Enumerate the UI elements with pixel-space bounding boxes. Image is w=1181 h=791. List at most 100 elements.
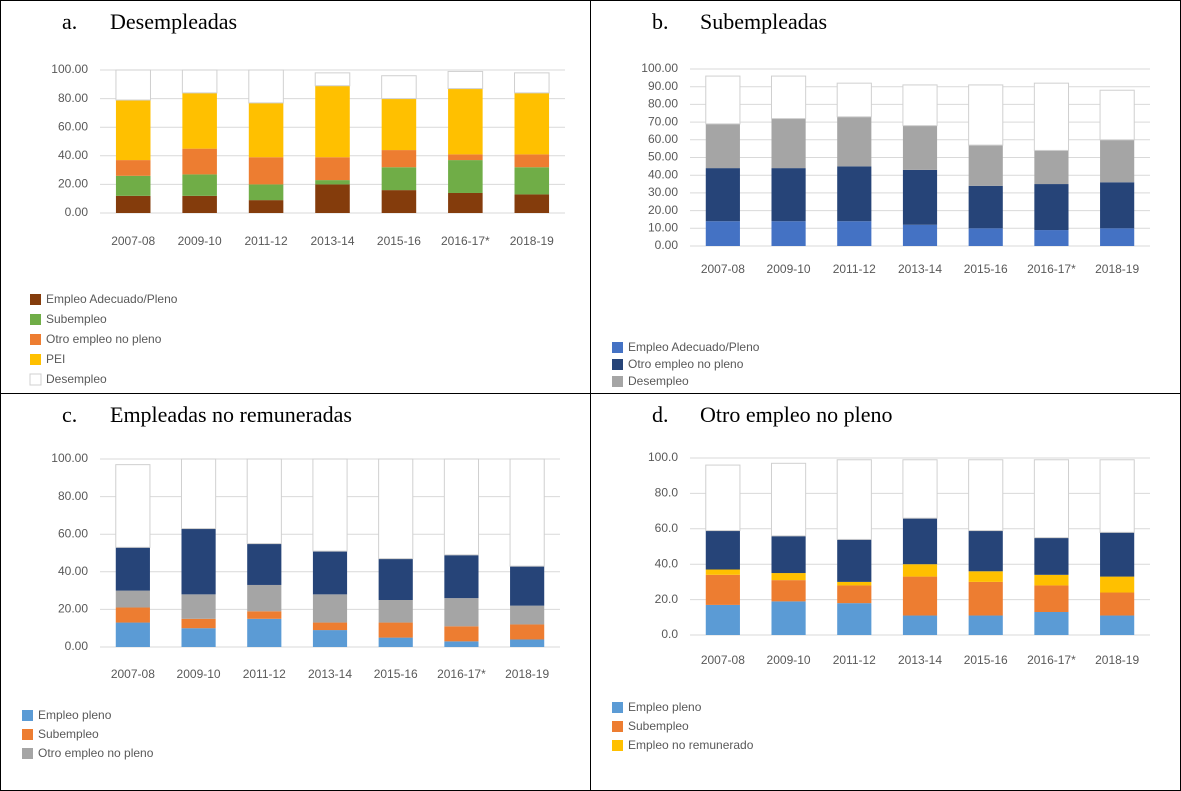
chart-panel: a. Desempleadas 0.00 20.00 40.00 60.00 80.00 10… <box>29 9 565 386</box>
bar-segment <box>902 576 938 616</box>
bar-segment <box>705 168 740 222</box>
bar-segment <box>1034 585 1069 612</box>
bar-segment <box>1034 230 1069 246</box>
bar-segment <box>447 70 484 90</box>
bar-segment <box>312 551 348 595</box>
y-tick-label: 0.00 <box>65 639 89 653</box>
legend-swatch <box>612 342 623 353</box>
y-tick-label: 100.00 <box>51 62 88 76</box>
x-tick-label: 2016-17* <box>1027 262 1076 276</box>
bar-segment <box>968 145 1003 186</box>
y-tick-label: 60.00 <box>58 119 88 133</box>
legend-swatch <box>22 748 33 759</box>
bar-segment <box>510 605 545 625</box>
bar-segment <box>444 641 479 647</box>
legend-swatch <box>30 334 41 345</box>
x-tick-label: 2007-08 <box>701 653 745 667</box>
legend-swatch <box>612 359 623 370</box>
legend-label: Subempleo <box>46 312 107 326</box>
bar-segment <box>968 84 1004 146</box>
x-tick-label: 2009-10 <box>177 667 221 681</box>
bar-segment <box>514 72 550 94</box>
bar-segment <box>378 558 413 600</box>
bar-segment <box>1033 459 1070 539</box>
bar-segment <box>837 603 872 635</box>
bar-segment <box>902 615 938 635</box>
bar-segment <box>247 618 282 647</box>
bar-segment <box>771 168 806 222</box>
x-tick-label: 2007-08 <box>111 234 155 248</box>
legend-swatch <box>30 294 41 305</box>
bar-segment <box>315 184 350 213</box>
legend-swatch <box>30 314 41 325</box>
bar-segment <box>448 154 483 161</box>
bar-segment <box>902 84 938 127</box>
bar-segment <box>443 458 480 556</box>
legend-label: Empleo pleno <box>38 708 112 722</box>
y-tick-label: 20.00 <box>58 177 88 191</box>
bar-segment <box>248 200 284 213</box>
legend-label: Empleo Adecuado/Pleno <box>46 292 178 306</box>
y-tick-label: 80.00 <box>58 489 88 503</box>
legend-label: Subempleo <box>38 727 99 741</box>
bar-segment <box>514 167 550 195</box>
bar-segment <box>115 160 151 176</box>
bar-segment <box>514 154 550 168</box>
legend-swatch <box>22 729 33 740</box>
chart-panel: c. Empleadas no remuneradas 0.00 20.00 40.00… <box>22 402 560 760</box>
panel-label: c. <box>62 402 77 427</box>
x-tick-label: 2015-16 <box>964 262 1008 276</box>
bar-segment <box>378 600 413 623</box>
legend-swatch <box>22 710 33 721</box>
bar-segment <box>902 224 938 246</box>
bar-segment <box>181 618 216 629</box>
y-tick-label: 90.00 <box>648 79 678 93</box>
bar-segment <box>444 554 479 599</box>
bar-segment <box>771 118 806 169</box>
bar-segment <box>182 92 217 149</box>
bar-segment <box>180 458 217 530</box>
bar-segment <box>247 611 282 619</box>
legend-label: PEI <box>46 352 65 366</box>
bar-segment <box>1100 532 1135 577</box>
bar-segment <box>1034 611 1069 635</box>
bar-segment <box>705 574 740 605</box>
bar-segment <box>315 180 350 185</box>
panel-label: a. <box>62 9 77 34</box>
y-tick-label: 20.0 <box>655 592 679 606</box>
bar-segment <box>312 622 348 631</box>
chart-title: Otro empleo no pleno <box>700 402 892 427</box>
bar-segment <box>312 630 348 647</box>
y-tick-label: 0.00 <box>65 205 89 219</box>
x-tick-label: 2011-12 <box>833 262 876 276</box>
legend-label: Subempleo <box>628 719 689 733</box>
bar-segment <box>968 581 1003 616</box>
bar-segment <box>181 594 216 619</box>
x-tick-label: 2011-12 <box>833 653 876 667</box>
bar-segment <box>248 157 284 185</box>
legend-label: Desempleo <box>46 372 107 386</box>
bar-segment <box>771 221 806 246</box>
bar-segment <box>1099 89 1135 141</box>
bar-segment <box>771 580 806 602</box>
legend-swatch <box>612 376 623 387</box>
bar-segment <box>510 566 545 606</box>
bar-segment <box>448 88 483 155</box>
bar-segment <box>115 69 151 101</box>
bar-segment <box>705 123 740 169</box>
bar-segment <box>837 116 872 167</box>
x-tick-label: 2009-10 <box>178 234 222 248</box>
bar-segment <box>705 569 740 575</box>
bar-segment <box>444 626 479 642</box>
y-tick-label: 80.00 <box>648 97 678 111</box>
bar-segment <box>968 185 1003 229</box>
x-tick-label: 2011-12 <box>244 234 287 248</box>
bar-segment <box>182 148 217 175</box>
bar-segment <box>902 564 938 577</box>
bar-segment <box>770 75 807 120</box>
bar-segment <box>1099 459 1135 533</box>
bar-segment <box>247 584 282 612</box>
y-tick-label: 40.00 <box>58 564 88 578</box>
y-tick-label: 80.0 <box>655 486 679 500</box>
bar-segment <box>248 102 284 158</box>
